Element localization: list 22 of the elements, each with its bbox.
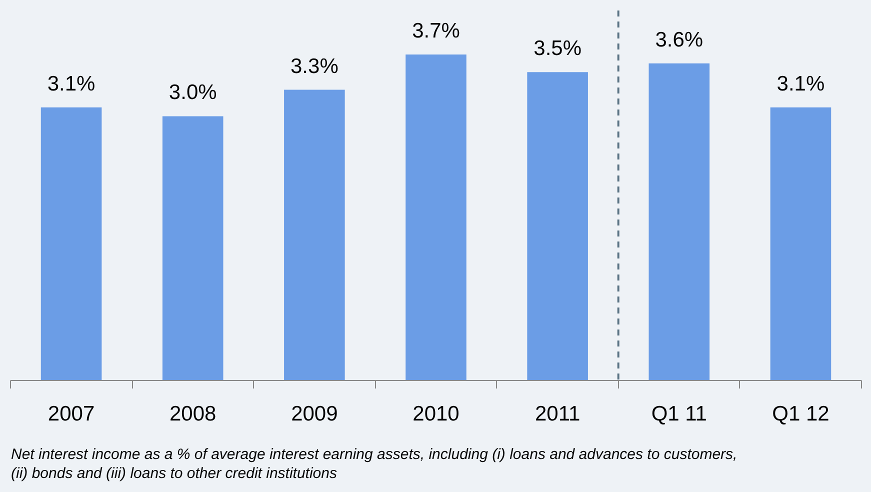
- bar: [648, 63, 710, 380]
- data-label: 3.6%: [655, 28, 704, 52]
- x-tick-label: 2009: [291, 402, 338, 426]
- x-tick-label: Q1 11: [651, 402, 707, 426]
- bar: [406, 54, 466, 380]
- x-tick-label: 2007: [48, 402, 95, 426]
- text: Net interest income as a % of average interest earning assets, including (i) loans and advances to customers, (ii) bonds and (iii) loans to other credit institutions: [11, 445, 738, 483]
- bar: [770, 107, 832, 380]
- bar: [162, 116, 224, 380]
- data-label: 3.1%: [47, 72, 96, 96]
- bar: [284, 90, 345, 380]
- x-tick-label: Q1 12: [772, 402, 830, 426]
- x-tick-label: 2008: [170, 402, 216, 426]
- data-label: 3.0%: [168, 81, 217, 104]
- data-label: 3.7%: [412, 20, 460, 43]
- bar: [527, 72, 588, 380]
- x-tick-label: 2010: [412, 402, 460, 426]
- bar: [40, 107, 102, 380]
- x-tick-label: 2011: [534, 402, 580, 426]
- data-label: 3.1%: [776, 72, 825, 96]
- data-label: 3.3%: [290, 54, 338, 78]
- data-label: 3.5%: [534, 37, 582, 60]
